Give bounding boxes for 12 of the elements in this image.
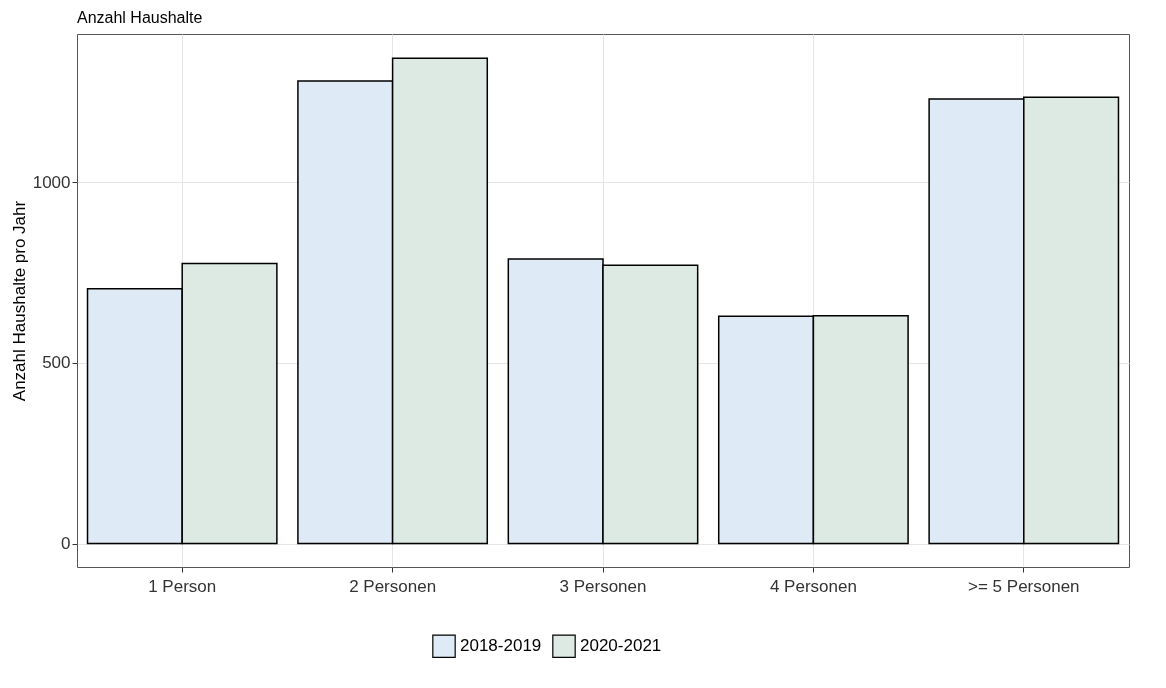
x-tick-label: 2 Personen [349, 576, 437, 596]
x-tick-label: 1 Person [148, 576, 217, 596]
y-tick-label: 0 [61, 534, 71, 554]
legend-label: 2018-2019 [460, 636, 542, 656]
y-tick-label: 1000 [32, 172, 71, 192]
legend-label: 2020-2021 [580, 636, 662, 656]
x-tick-label: 3 Personen [559, 576, 647, 596]
x-tick-label: >= 5 Personen [968, 576, 1080, 596]
y-axis-title: Anzahl Haushalte pro Jahr [9, 200, 29, 402]
y-tick-label: 500 [42, 353, 71, 373]
chart-title: Anzahl Haushalte [77, 9, 203, 26]
x-tick-label: 4 Personen [769, 576, 857, 596]
